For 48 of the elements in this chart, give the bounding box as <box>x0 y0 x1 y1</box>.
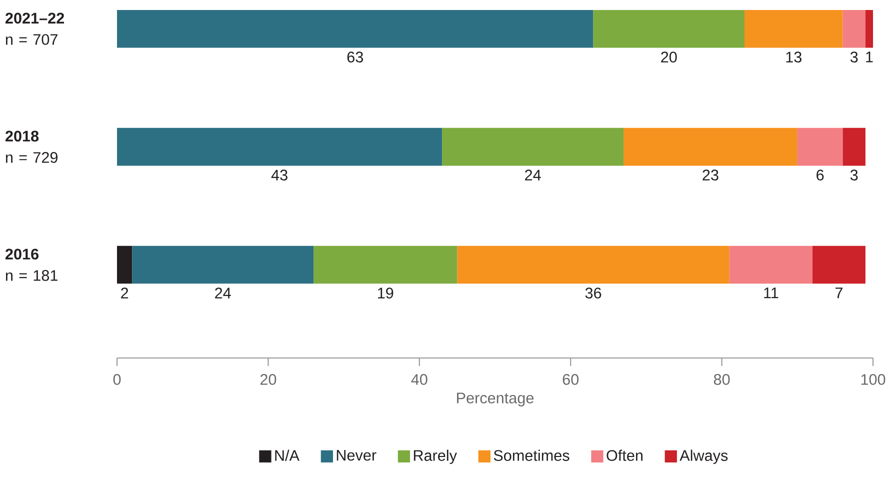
data-label: 36 <box>585 288 602 298</box>
y-tick-label: 2018 n = 729 <box>5 130 58 163</box>
legend-label: Rarely <box>414 450 457 464</box>
bar <box>593 10 744 48</box>
data-label: 63 <box>347 52 363 63</box>
bar <box>132 246 314 284</box>
data-label: 3 <box>850 170 858 180</box>
data-label: 13 <box>786 52 802 63</box>
x-tick-label: 20 <box>260 374 276 385</box>
legend-label: Sometimes <box>494 450 570 461</box>
x-tick-label: 0 <box>113 374 121 385</box>
data-label: 20 <box>661 52 677 63</box>
data-label: 6 <box>816 170 824 180</box>
bar <box>442 128 624 166</box>
legend-label: Always <box>680 450 728 464</box>
data-label: 24 <box>525 170 541 180</box>
bar <box>624 128 798 166</box>
data-label: 19 <box>378 288 394 298</box>
bar <box>117 10 594 48</box>
bar <box>117 128 442 166</box>
bar <box>797 128 843 166</box>
bar <box>314 246 458 284</box>
x-tick-label: 100 <box>861 374 886 385</box>
data-label: 2 <box>121 288 128 298</box>
bar <box>842 10 866 48</box>
data-label: 11 <box>764 288 778 298</box>
x-tick-label: 40 <box>411 374 428 385</box>
bar <box>812 246 866 284</box>
data-label: 24 <box>215 288 231 298</box>
bar <box>744 10 843 48</box>
y-tick-label: 2016 n = 181 <box>5 248 58 281</box>
data-label: 7 <box>836 288 842 298</box>
data-label: 43 <box>271 170 288 180</box>
legend-label: Never <box>336 450 376 461</box>
data-label: 3 <box>850 52 858 63</box>
y-tick-label: 2021–22 n = 707 <box>5 12 64 45</box>
legend-label: Often <box>606 450 642 461</box>
bar <box>865 10 874 48</box>
x-axis-title: Percentage <box>457 392 534 406</box>
bar <box>842 128 866 166</box>
data-label: 23 <box>702 170 718 180</box>
bar <box>729 246 813 284</box>
bar <box>457 246 730 284</box>
data-label: 1 <box>866 52 873 62</box>
legend-label: N/A <box>275 450 300 461</box>
bar <box>117 246 132 284</box>
x-tick-label: 60 <box>562 374 579 385</box>
x-tick-label: 80 <box>714 374 730 385</box>
